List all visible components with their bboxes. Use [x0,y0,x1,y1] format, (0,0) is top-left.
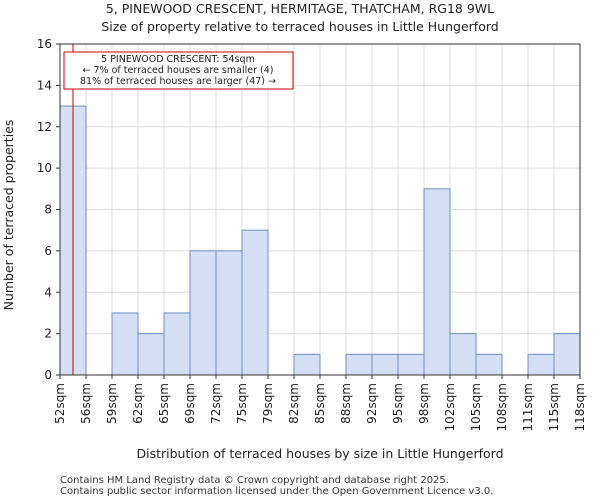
bar-72sqm [215,250,243,376]
y-tick-label: 4 [44,285,52,299]
bar-111sqm [527,353,555,376]
x-tick-label: 102sqm [443,383,457,431]
x-tick-label: 108sqm [495,383,509,431]
bar-102sqm [449,333,477,376]
x-tick-label: 88sqm [339,383,353,424]
bar-75sqm [241,229,269,376]
y-tick-label: 16 [37,37,52,51]
bar-105sqm [475,353,503,376]
x-tick-label: 72sqm [209,383,223,424]
x-tick-label: 92sqm [365,383,379,424]
bar-82sqm [293,353,321,376]
y-tick-label: 2 [44,327,52,341]
y-axis: 0 2 4 6 8 10 12 14 16 [37,37,60,382]
bar-92sqm [371,353,399,376]
y-axis-label: Number of terraced properties [1,120,16,311]
x-tick-label: 95sqm [391,383,405,424]
y-tick-label: 8 [44,203,52,217]
y-tick-label: 12 [37,120,52,134]
x-tick-label: 98sqm [417,383,431,424]
bar-95sqm [397,353,425,376]
y-tick-label: 0 [44,368,52,382]
bar-59sqm [111,312,139,376]
bar-88sqm [345,353,373,376]
bar-69sqm [189,250,217,376]
x-tick-label: 69sqm [183,383,197,424]
bar-98sqm [423,188,451,376]
y-tick-label: 6 [44,244,52,258]
x-tick-label: 115sqm [547,383,561,431]
x-tick-label: 62sqm [131,383,145,424]
footer-line-1: Contains HM Land Registry data © Crown c… [60,475,449,486]
x-axis: 52sqm 56sqm 59sqm 62sqm 65sqm 69sqm 72sqm 75sqm… [53,375,587,431]
x-tick-label: 82sqm [287,383,301,424]
x-tick-label: 105sqm [469,383,483,431]
footer-line-2: Contains public sector information licen… [60,486,493,497]
x-tick-label: 52sqm [53,383,67,424]
x-tick-label: 56sqm [79,383,93,424]
x-tick-label: 85sqm [313,383,327,424]
y-tick-label: 10 [37,161,52,175]
chart-title: 5, PINEWOOD CRESCENT, HERMITAGE, THATCHA… [106,1,494,16]
y-tick-label: 14 [37,78,52,92]
x-tick-label: 111sqm [521,383,535,431]
x-tick-label: 59sqm [105,383,119,424]
annotation-box: 5 PINEWOOD CRESCENT: 54sqm ← 7% of terra… [63,51,294,90]
x-tick-label: 65sqm [157,383,171,424]
annotation-line-1: 5 PINEWOOD CRESCENT: 54sqm [101,54,255,65]
x-tick-label: 118sqm [573,383,587,431]
bar-65sqm [163,312,191,376]
x-tick-label: 75sqm [235,383,249,424]
annotation-line-3: 81% of terraced houses are larger (47) → [80,76,276,87]
x-tick-label: 79sqm [261,383,275,424]
bar-115sqm [553,333,581,376]
x-axis-label: Distribution of terraced houses by size … [136,446,503,461]
annotation-line-2: ← 7% of terraced houses are smaller (4) [83,65,274,76]
bar-62sqm [137,333,165,376]
chart-subtitle: Size of property relative to terraced ho… [101,19,498,34]
